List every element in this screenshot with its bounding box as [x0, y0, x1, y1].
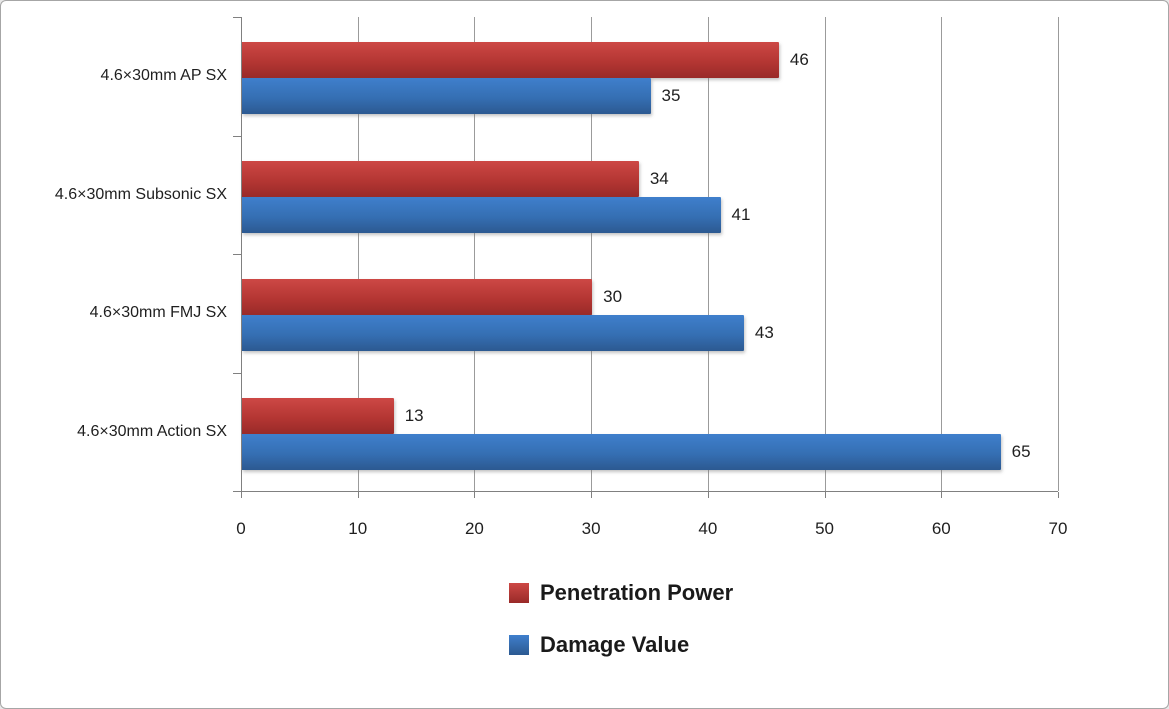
legend-item-penetration-power: Penetration Power — [509, 580, 733, 606]
y-axis-tick-mark — [233, 373, 241, 374]
x-axis-tick-mark — [357, 492, 359, 498]
x-axis-tick-mark — [824, 492, 826, 498]
x-axis-tick-label: 30 — [581, 519, 601, 538]
x-axis-tick-mark — [707, 492, 709, 498]
x-axis-tick-mark — [591, 492, 593, 498]
gridline — [474, 17, 476, 491]
category-label: 4.6×30mm Subsonic SX — [54, 185, 227, 203]
bar-damage-value — [242, 433, 1001, 470]
bar-value-label: 41 — [731, 204, 751, 224]
y-axis-line — [241, 17, 242, 491]
bar-damage-value — [242, 78, 651, 115]
bar-value-label: 34 — [649, 168, 669, 188]
plot-area: 46 35 34 41 30 43 13 65 — [233, 17, 1059, 498]
bar-value-label: 43 — [754, 323, 774, 343]
bar-penetration-power — [242, 160, 639, 197]
category-label: 4.6×30mm AP SX — [100, 67, 227, 85]
gridline — [1058, 17, 1059, 491]
x-axis-tick-label: 40 — [698, 519, 718, 538]
x-axis-tick-label: 0 — [236, 519, 246, 538]
bar-value-label: 46 — [789, 50, 809, 70]
x-axis-line — [240, 491, 1058, 492]
x-axis-tick-mark — [474, 492, 476, 498]
x-axis-tick-label: 20 — [464, 519, 484, 538]
gridline — [707, 17, 709, 491]
bar-damage-value — [242, 315, 744, 352]
bar-value-label: 30 — [603, 287, 623, 307]
bar-penetration-power — [242, 397, 394, 434]
x-axis-tick-label: 70 — [1048, 519, 1068, 538]
bar-value-label: 13 — [404, 405, 424, 425]
legend-label: Penetration Power — [540, 580, 734, 605]
gridline — [824, 17, 826, 491]
bar-value-label: 65 — [1011, 441, 1031, 461]
legend-label: Damage Value — [540, 632, 690, 657]
bar-damage-value — [242, 196, 721, 233]
legend-swatch-icon — [509, 635, 529, 655]
legend: Penetration Power Damage Value — [509, 580, 733, 658]
category-label: 4.6×30mm FMJ SX — [89, 304, 227, 322]
legend-item-damage-value: Damage Value — [509, 632, 733, 658]
y-axis-tick-mark — [233, 491, 241, 492]
category-label: 4.6×30mm Action SX — [77, 422, 227, 440]
x-axis-tick-label: 10 — [348, 519, 368, 538]
x-axis-tick-mark — [941, 492, 943, 498]
y-axis-tick-mark — [233, 136, 241, 137]
gridline — [941, 17, 943, 491]
x-axis-tick-labels: 0 10 20 30 40 50 60 70 — [236, 519, 1067, 543]
bar-penetration-power — [242, 279, 593, 316]
gridline — [357, 17, 359, 491]
bar-value-label: 35 — [661, 86, 681, 106]
legend-swatch-icon — [509, 583, 529, 603]
x-axis-tick-label: 50 — [815, 519, 835, 538]
y-axis-tick-mark — [233, 17, 241, 18]
gridline — [591, 17, 593, 491]
bar-penetration-power — [242, 42, 779, 79]
y-axis-tick-mark — [233, 254, 241, 255]
x-axis-tick-label: 60 — [931, 519, 951, 538]
x-axis-tick-mark — [1058, 492, 1059, 498]
x-axis-tick-mark — [241, 492, 242, 498]
